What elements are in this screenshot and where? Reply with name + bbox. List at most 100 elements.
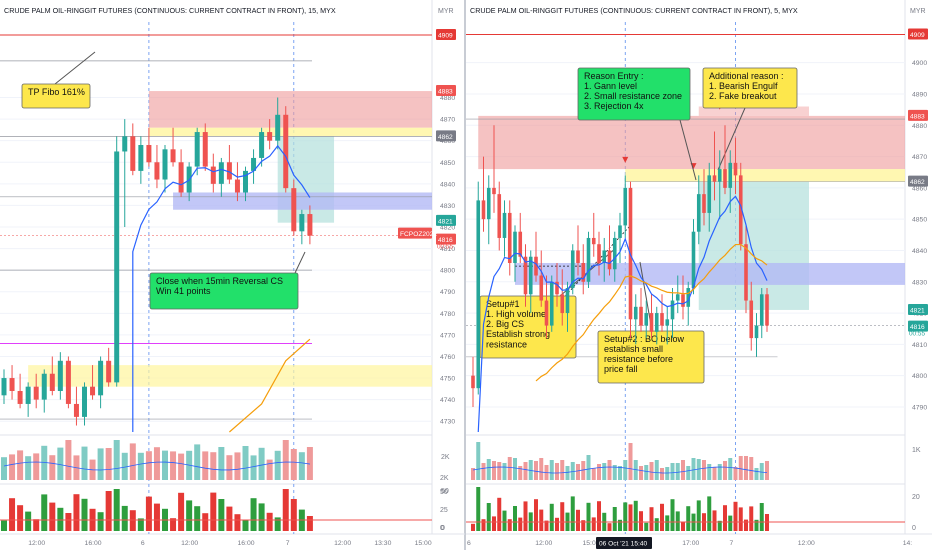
left-osc-bar (178, 492, 185, 531)
left-osc-tick-0: 0 (440, 525, 444, 532)
left-candle-body (49, 373, 55, 391)
right-osc-bar (581, 520, 586, 531)
left-volume-bar (49, 455, 56, 480)
left-osc-bar (97, 512, 104, 531)
left-candle-body (41, 373, 47, 400)
right-volume-bar (591, 468, 596, 480)
left-candle-body (57, 360, 63, 391)
left-osc-bar (258, 503, 265, 531)
left-osc-bar (153, 503, 160, 531)
left-price-tick: 4760 (440, 354, 455, 361)
right-vol-tick-near: 2K (441, 454, 450, 461)
left-osc-bar (49, 502, 56, 531)
left-osc-bar (266, 512, 273, 531)
right-candle-body (502, 212, 507, 238)
right-osc-bar (754, 519, 759, 531)
left-support-zone (173, 192, 433, 210)
left-candle-body (202, 132, 208, 167)
right-osc-bar (665, 515, 670, 531)
right-volume-bar (696, 459, 701, 480)
left-entry-band (148, 127, 432, 137)
right-volume-bar (560, 460, 565, 480)
right-osc-bar (707, 496, 712, 531)
left-osc-bar (250, 498, 257, 531)
right-entry-band (625, 169, 905, 182)
left-badge-bot-label: 4821 (438, 218, 453, 225)
right-volume-bar (597, 464, 601, 480)
left-volume-bar (153, 447, 160, 480)
left-time-tick: 7 (286, 540, 290, 547)
right-volume-bar (623, 460, 628, 480)
right-osc-bar (639, 511, 643, 531)
right-volume-bar (576, 464, 580, 480)
right-stop-zone (698, 106, 809, 116)
right-price-tick: 4810 (912, 342, 927, 349)
right-volume-bar (702, 460, 706, 480)
left-candle-body (299, 214, 305, 232)
left-candle-body (259, 132, 265, 158)
right-price-tick: 4790 (912, 404, 927, 411)
left-volume-bar (266, 459, 273, 480)
left-vol-axis-label: 2K (440, 475, 449, 482)
right-candle-body (602, 250, 607, 263)
left-volume-bar (137, 452, 144, 480)
right-candle-body (649, 313, 654, 332)
left-volume-bar (1, 457, 7, 480)
right-candle-body (675, 294, 680, 301)
right-volume-bar (602, 463, 607, 480)
left-candle-body (307, 214, 313, 236)
right-volume-bar (518, 466, 523, 480)
left-panel: CRUDE PALM OIL-RINGGIT FUTURES (CONTINUO… (0, 0, 465, 547)
right-volume-bar (586, 455, 591, 480)
left-osc-bar (121, 505, 128, 531)
left-candle-body (291, 188, 297, 232)
right-candle-body (712, 175, 717, 182)
right-osc-bar (612, 507, 617, 531)
right-candle-body (481, 200, 486, 220)
left-price-tick: 4860 (440, 138, 455, 145)
right-osc-bar (723, 505, 727, 531)
right-osc-tick-50: 50 (441, 488, 449, 495)
right-time-tick: 14: (903, 540, 913, 547)
right-price-tick: 4860 (912, 185, 927, 192)
right-badge-bot: 4821 (908, 303, 928, 315)
right-osc-bar (534, 499, 538, 531)
left-price-tick: 4830 (440, 203, 455, 210)
right-osc-bar (633, 500, 638, 531)
right-volume-bar (765, 461, 769, 480)
left-osc-bar (65, 513, 72, 531)
left-price-tick: 4740 (440, 397, 455, 404)
right-candle-body (623, 187, 628, 226)
left-callout-close-box (149, 272, 299, 310)
left-osc-bar (234, 514, 241, 531)
left-candle-body (210, 166, 216, 184)
left-time-tick: 12:00 (181, 540, 198, 547)
left-time-tick: 16:00 (85, 540, 102, 547)
right-callout-additional-box (702, 67, 798, 109)
left-volume-bar (145, 451, 152, 480)
right-candle-body (523, 256, 528, 295)
right-candle-body (644, 313, 649, 326)
right-osc-bar (759, 503, 764, 531)
left-candle-body (65, 360, 71, 404)
right-volume-bar (644, 465, 649, 480)
left-candle-body (251, 157, 257, 171)
right-osc-bar (649, 507, 654, 531)
right-badge-timer: 00:55 (909, 331, 925, 338)
right-price-tick: 4800 (912, 373, 927, 380)
left-volume-bar (170, 451, 177, 480)
right-candle-body (670, 300, 675, 320)
left-osc-bar (170, 518, 177, 531)
right-candle-body (733, 162, 738, 176)
left-volume-bar (57, 447, 64, 480)
right-candle-body (707, 175, 712, 213)
right-candle-body (581, 262, 586, 282)
right-osc-bar (544, 520, 549, 531)
right-candle-body (586, 237, 591, 282)
right-badge-top: 4883 (908, 109, 928, 121)
right-osc-bar (555, 517, 559, 531)
left-badge-top-label: 4883 (438, 89, 453, 96)
right-badge-top-bg (908, 109, 928, 121)
left-osc-bar (57, 507, 64, 531)
left-osc-bar (274, 517, 281, 531)
